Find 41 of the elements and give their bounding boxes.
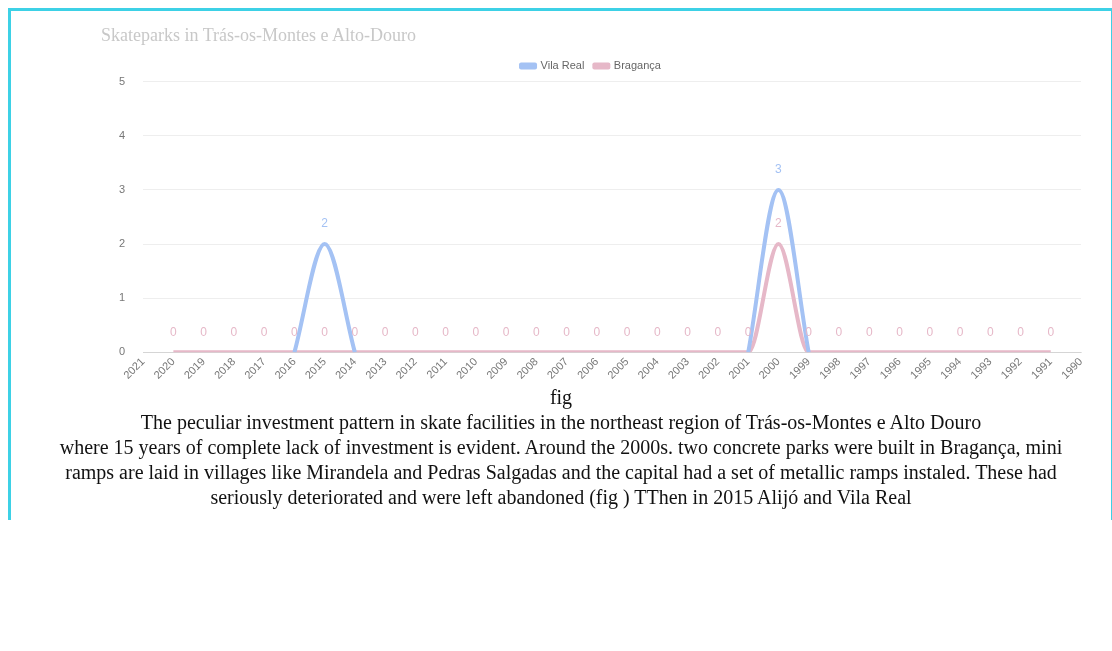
legend-label: Vila Real [540, 59, 585, 72]
y-tick-label: 4 [118, 128, 126, 141]
data-label: 0 [714, 324, 722, 339]
data-label: 0 [684, 324, 692, 339]
data-label: 0 [1017, 324, 1025, 339]
data-label: 3 [775, 162, 783, 177]
data-label: 0 [502, 324, 510, 339]
legend-label: Bragança [613, 59, 662, 72]
data-label: 0 [1047, 324, 1055, 339]
data-label: 0 [654, 324, 662, 339]
data-label: 0 [291, 324, 299, 339]
data-label: 0 [563, 324, 571, 339]
data-label: 0 [865, 324, 873, 339]
data-label: 0 [593, 324, 601, 339]
data-label: 0 [472, 324, 480, 339]
data-label: 0 [986, 324, 994, 339]
y-tick-label: 3 [118, 182, 126, 195]
data-label: 0 [260, 324, 268, 339]
data-label: 0 [533, 324, 541, 339]
text: fig [548, 385, 574, 410]
y-tick-label: 2 [118, 237, 126, 250]
data-label: 0 [956, 324, 964, 339]
data-label: 0 [412, 324, 420, 339]
data-label: 0 [230, 324, 238, 339]
data-label: 0 [623, 324, 631, 339]
text: The peculiar investment pattern in skate facilities in the northeast region of Trás-os-Montes e Alto Douro [139, 410, 983, 435]
data-label: 2 [775, 216, 783, 231]
y-tick-label: 0 [118, 345, 126, 358]
data-label: 0 [170, 324, 178, 339]
data-label: 0 [926, 324, 934, 339]
data-label: 0 [896, 324, 904, 339]
data-label: 0 [321, 324, 329, 339]
data-label: 0 [351, 324, 359, 339]
data-label: 0 [381, 324, 389, 339]
data-label: 0 [442, 324, 450, 339]
y-tick-label: 5 [118, 74, 126, 87]
text: where 15 years of complete lack of investment is evident. Around the 2000s. two concrete parks were built in Bragança, mini ramps are laid in villages like Mirandela and Pedras Salgadas and the capital had a set of metallic ramps instaled. These had seriously deteriorated and were left abandoned (fig ) TThen in 2015 Alijó and Vila Real [58, 435, 1064, 510]
data-label: 0 [200, 324, 208, 339]
data-label: 2 [321, 216, 329, 231]
data-label: 0 [835, 324, 843, 339]
y-tick-label: 1 [118, 291, 126, 304]
